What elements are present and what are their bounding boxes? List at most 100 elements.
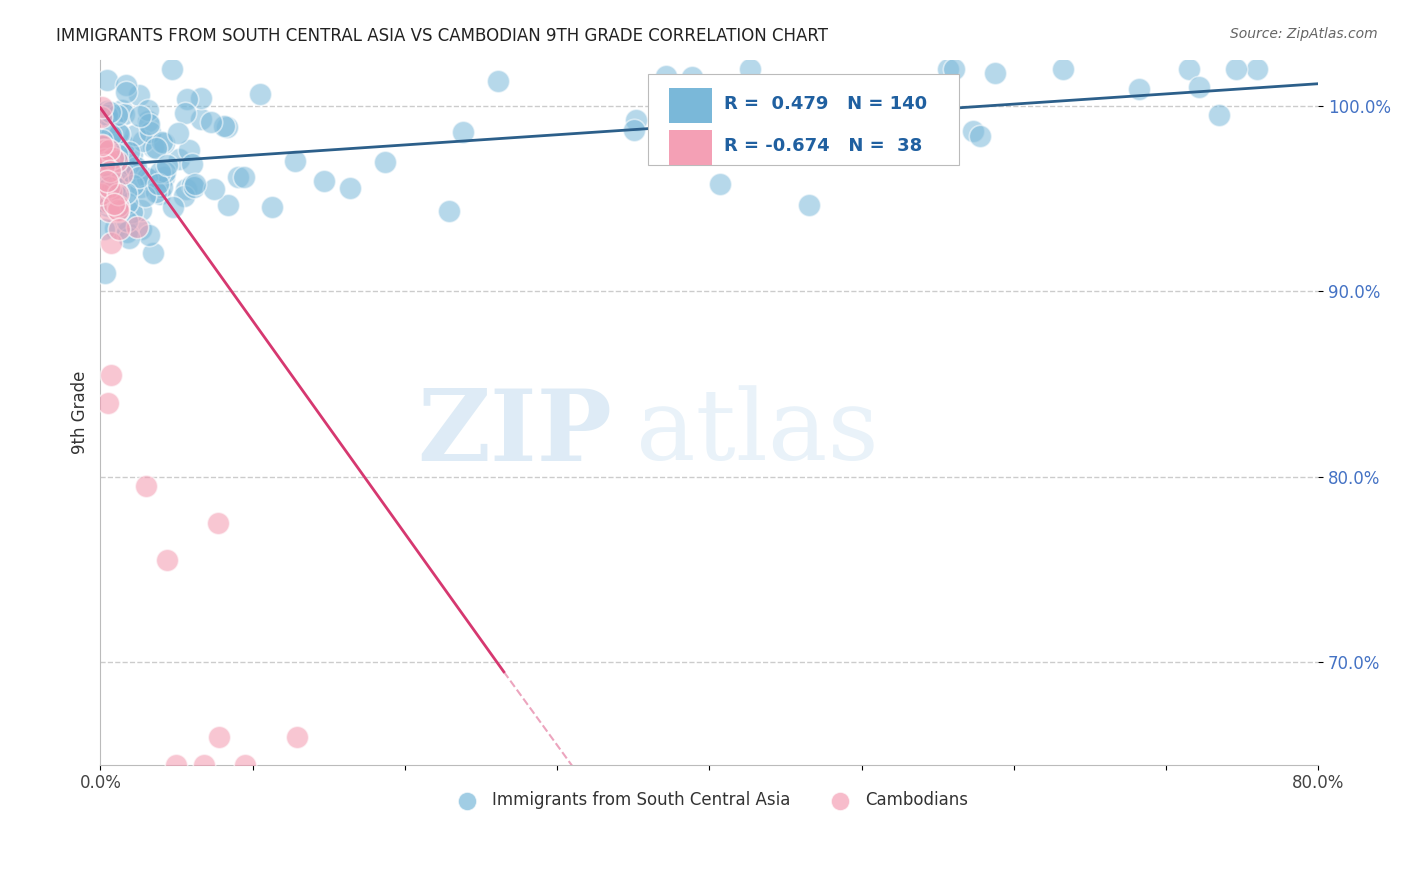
Point [98, 174, 121, 188]
Point [112, 106, 135, 120]
Point [167, 126, 190, 140]
Point [104, 135, 127, 149]
Point [936, 62, 959, 76]
Point [100, 235, 122, 250]
Point [115, 167, 138, 181]
Point [681, 70, 703, 85]
Point [181, 178, 204, 193]
Point [207, 516, 229, 531]
Point [105, 154, 128, 169]
Point [142, 245, 165, 260]
Point [104, 221, 127, 235]
Point [118, 156, 141, 170]
Point [107, 203, 129, 218]
Point [894, 105, 917, 120]
Point [93, 222, 115, 236]
Point [121, 205, 143, 219]
Point [704, 108, 727, 122]
Point [96, 108, 118, 122]
Point [160, 62, 183, 76]
Point [165, 757, 187, 772]
Point [284, 154, 307, 169]
Point [94, 195, 117, 210]
Point [98, 179, 121, 194]
Point [124, 163, 146, 178]
Point [142, 139, 165, 153]
Point [107, 198, 129, 212]
Point [217, 120, 239, 135]
Point [91, 143, 114, 157]
Point [943, 62, 966, 76]
Text: atlas: atlas [637, 385, 879, 481]
FancyBboxPatch shape [648, 74, 959, 165]
Point [314, 174, 336, 188]
Point [98, 203, 121, 218]
Point [339, 181, 361, 195]
Point [962, 124, 984, 138]
Text: R = -0.674   N =  38: R = -0.674 N = 38 [724, 137, 922, 155]
Point [91, 133, 114, 147]
Point [103, 153, 125, 167]
Point [202, 182, 225, 196]
Point [105, 146, 128, 161]
Point [134, 189, 156, 203]
Point [96, 73, 118, 87]
Point [90, 137, 112, 152]
Point [115, 214, 138, 228]
Point [115, 78, 138, 92]
Point [249, 87, 271, 101]
Point [814, 78, 837, 93]
Point [1178, 62, 1201, 76]
Point [96, 103, 118, 118]
Point [97, 162, 120, 177]
Point [799, 198, 821, 212]
Point [98, 183, 121, 197]
Point [121, 178, 143, 193]
Point [173, 189, 195, 203]
Point [111, 167, 134, 181]
Point [98, 164, 121, 178]
Point [173, 106, 195, 120]
Point [1246, 62, 1268, 76]
Legend: Immigrants from South Central Asia, Cambodians: Immigrants from South Central Asia, Camb… [444, 785, 974, 816]
Point [149, 165, 172, 179]
Point [156, 553, 179, 567]
Point [451, 125, 474, 139]
Point [139, 125, 162, 139]
Point [93, 152, 115, 166]
Point [125, 219, 148, 234]
Point [91, 132, 114, 146]
Point [145, 186, 167, 200]
Point [97, 199, 120, 213]
Point [174, 182, 197, 196]
Point [740, 62, 762, 76]
Point [128, 88, 150, 103]
Point [1188, 79, 1211, 94]
Point [184, 177, 207, 191]
Point [97, 154, 120, 169]
Point [105, 107, 128, 121]
Point [152, 136, 174, 150]
Point [181, 157, 204, 171]
Point [90, 174, 112, 188]
Point [90, 169, 112, 184]
Point [97, 177, 120, 191]
Point [100, 173, 122, 187]
Point [93, 158, 115, 172]
Point [118, 231, 141, 245]
Point [98, 104, 121, 119]
Point [929, 124, 952, 138]
Point [1052, 62, 1074, 76]
Point [104, 187, 127, 202]
Point [111, 103, 134, 118]
Point [100, 368, 122, 382]
Point [486, 74, 509, 88]
Point [90, 137, 112, 152]
Point [90, 100, 112, 114]
Point [129, 202, 152, 217]
Point [90, 186, 112, 201]
Point [118, 145, 141, 159]
Point [149, 186, 172, 201]
Point [866, 99, 889, 113]
Text: IMMIGRANTS FROM SOUTH CENTRAL ASIA VS CAMBODIAN 9TH GRADE CORRELATION CHART: IMMIGRANTS FROM SOUTH CENTRAL ASIA VS CA… [56, 27, 828, 45]
